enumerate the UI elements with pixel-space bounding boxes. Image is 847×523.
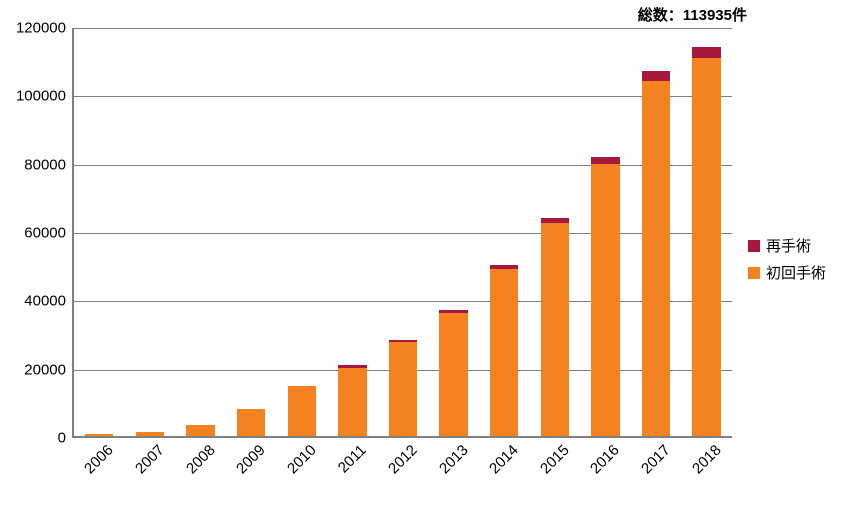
bar xyxy=(389,340,417,436)
x-tick-label: 2007 xyxy=(132,442,168,478)
y-tick-label: 60000 xyxy=(24,225,74,242)
bar-slot: 2016 xyxy=(580,28,631,436)
bar-segment-primary xyxy=(591,164,619,436)
bar xyxy=(692,47,720,436)
legend-item-revision: 再手術 xyxy=(748,235,826,256)
bar-slot: 2018 xyxy=(681,28,732,436)
x-tick-label: 2009 xyxy=(233,442,269,478)
bar-segment-primary xyxy=(338,368,366,436)
y-tick-label: 100000 xyxy=(16,88,74,105)
chart-title-note: 総数：113935件 xyxy=(638,4,747,25)
bar xyxy=(439,310,467,436)
bar-slot: 2009 xyxy=(226,28,277,436)
bar-slot: 2013 xyxy=(428,28,479,436)
bar-segment-primary xyxy=(642,81,670,436)
bar-segment-primary xyxy=(288,386,316,436)
y-tick-label: 120000 xyxy=(16,20,74,37)
bar-slot: 2012 xyxy=(378,28,429,436)
bar xyxy=(541,218,569,436)
x-tick-label: 2016 xyxy=(587,442,623,478)
legend-label: 再手術 xyxy=(766,235,811,256)
bars-row: 2006200720082009201020112012201320142015… xyxy=(74,28,732,436)
legend-item-primary: 初回手術 xyxy=(748,262,826,283)
bar-segment-primary xyxy=(136,432,164,436)
bar-slot: 2007 xyxy=(125,28,176,436)
legend-label: 初回手術 xyxy=(766,262,826,283)
x-tick-label: 2012 xyxy=(385,442,421,478)
bar-segment-revision xyxy=(591,157,619,165)
bar-slot: 2014 xyxy=(479,28,530,436)
bar-slot: 2006 xyxy=(74,28,125,436)
bar xyxy=(136,432,164,436)
bar xyxy=(186,425,214,436)
bar-segment-primary xyxy=(186,425,214,436)
bar-slot: 2010 xyxy=(276,28,327,436)
bar-segment-primary xyxy=(439,313,467,436)
bar xyxy=(237,409,265,436)
bar-segment-primary xyxy=(389,342,417,436)
x-tick-label: 2015 xyxy=(537,442,573,478)
x-tick-label: 2017 xyxy=(638,442,674,478)
bar-slot: 2015 xyxy=(529,28,580,436)
x-tick-label: 2008 xyxy=(183,442,219,478)
x-tick-label: 2013 xyxy=(436,442,472,478)
x-tick-label: 2018 xyxy=(689,442,725,478)
bar-slot: 2011 xyxy=(327,28,378,436)
y-tick-label: 80000 xyxy=(24,156,74,173)
y-tick-label: 0 xyxy=(58,430,74,447)
bar xyxy=(85,434,113,436)
bar xyxy=(591,157,619,436)
bar-segment-primary xyxy=(541,223,569,436)
x-tick-label: 2011 xyxy=(335,442,370,477)
bar-segment-revision xyxy=(692,47,720,59)
bar xyxy=(288,386,316,436)
y-tick-label: 20000 xyxy=(24,361,74,378)
bar xyxy=(642,71,670,436)
bar xyxy=(490,265,518,436)
legend-swatch xyxy=(748,267,760,279)
bar-segment-primary xyxy=(490,269,518,436)
x-tick-label: 2006 xyxy=(81,442,117,478)
bar-segment-primary xyxy=(85,434,113,436)
bar-segment-primary xyxy=(237,409,265,436)
bar-slot: 2017 xyxy=(631,28,682,436)
y-tick-label: 40000 xyxy=(24,293,74,310)
bar-segment-primary xyxy=(692,58,720,436)
plot-area: 020000400006000080000100000120000 200620… xyxy=(72,28,732,438)
legend: 再手術初回手術 xyxy=(748,235,826,283)
bar-segment-revision xyxy=(642,71,670,81)
bar-slot: 2008 xyxy=(175,28,226,436)
chart-container: 総数：113935件 02000040000600008000010000012… xyxy=(0,0,847,523)
legend-swatch xyxy=(748,240,760,252)
x-tick-label: 2010 xyxy=(284,442,320,478)
x-tick-label: 2014 xyxy=(486,442,522,478)
bar xyxy=(338,365,366,436)
